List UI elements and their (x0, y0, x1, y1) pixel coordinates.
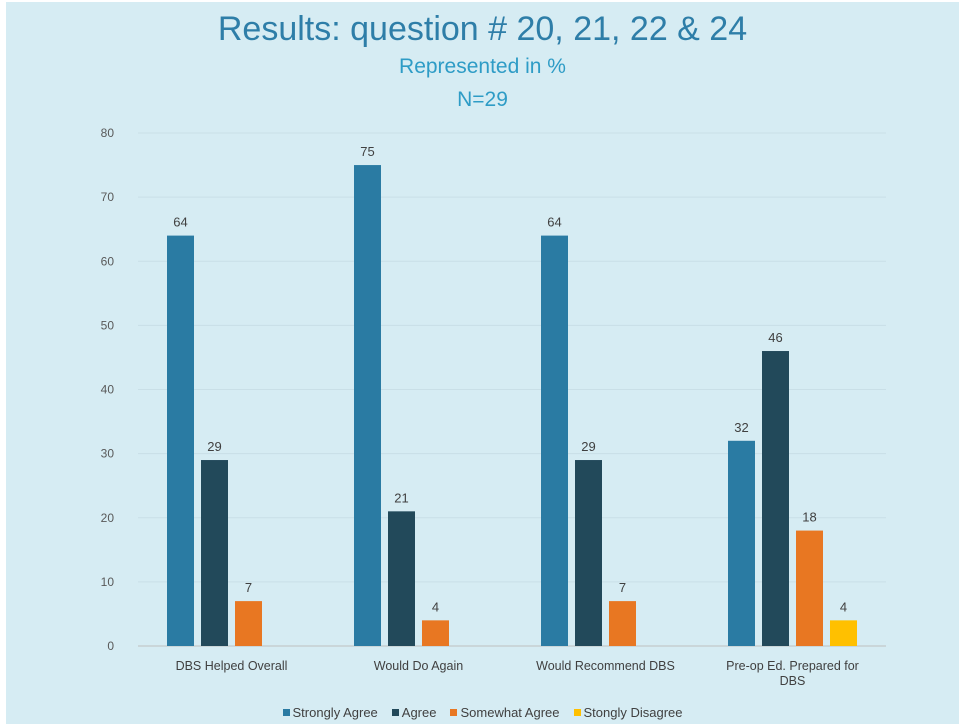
data-label: 4 (432, 599, 439, 614)
legend-swatch (573, 709, 581, 716)
x-tick-label: Pre-op Ed. Prepared for (726, 659, 859, 673)
data-label: 7 (619, 580, 626, 595)
bar (354, 165, 381, 646)
y-tick-label: 30 (101, 447, 115, 461)
y-tick-label: 50 (101, 318, 115, 332)
bar (575, 460, 602, 646)
chart-title: Results: question # 20, 21, 22 & 24 (217, 10, 748, 48)
legend-label: Somewhat Agree (460, 705, 560, 720)
data-label: 4 (840, 599, 847, 614)
bar (541, 235, 568, 646)
legend-label: Strongly Agree (292, 705, 378, 720)
x-tick-label: DBS (780, 674, 806, 688)
data-label: 18 (802, 510, 816, 525)
data-label: 64 (173, 215, 187, 230)
data-label: 29 (207, 439, 221, 454)
bar (830, 620, 857, 646)
legend-item: Stongly Disagree (573, 705, 683, 720)
legend-swatch (282, 709, 290, 716)
data-label: 75 (360, 144, 374, 159)
y-tick-label: 10 (101, 575, 115, 589)
y-tick-label: 80 (101, 126, 115, 140)
legend-label: Stongly Disagree (583, 705, 683, 720)
chart-subtitle: Represented in % (399, 55, 566, 78)
data-label: 46 (768, 330, 782, 345)
y-tick-label: 40 (101, 383, 115, 397)
legend-item: Strongly Agree (282, 705, 378, 720)
bar (201, 460, 228, 646)
chart-sample-size: N=29 (457, 88, 508, 111)
legend-label: Agree (401, 705, 437, 720)
y-tick-label: 0 (107, 639, 114, 653)
legend-swatch (391, 709, 399, 716)
x-tick-label: Would Recommend DBS (536, 659, 675, 673)
bar (235, 601, 262, 646)
data-label: 64 (547, 215, 561, 230)
y-tick-label: 60 (101, 254, 115, 268)
y-tick-label: 20 (101, 511, 115, 525)
x-tick-label: DBS Helped Overall (176, 659, 288, 673)
chart-legend: Strongly Agree Agree Somewhat Agree Stongly… (6, 705, 959, 720)
bar (728, 440, 755, 646)
data-label: 32 (734, 420, 748, 435)
x-tick-label: Would Do Again (374, 659, 463, 673)
bar (422, 620, 449, 646)
data-label: 7 (245, 580, 252, 595)
bar (609, 601, 636, 646)
legend-item: Agree (391, 705, 437, 720)
bar (388, 511, 415, 646)
y-tick-label: 70 (101, 190, 115, 204)
data-label: 29 (581, 439, 595, 454)
legend-item: Somewhat Agree (450, 705, 560, 720)
bar-chart: 0 10 20 30 40 50 60 70 80 64 29 7 DBS Helped Overall… (101, 126, 886, 688)
chart-slide: Results: question # 20, 21, 22 & 24 Repr… (6, 2, 959, 724)
data-label: 21 (394, 490, 408, 505)
bar (762, 351, 789, 646)
legend-swatch (450, 709, 458, 716)
bar (796, 530, 823, 646)
bar (167, 235, 194, 646)
